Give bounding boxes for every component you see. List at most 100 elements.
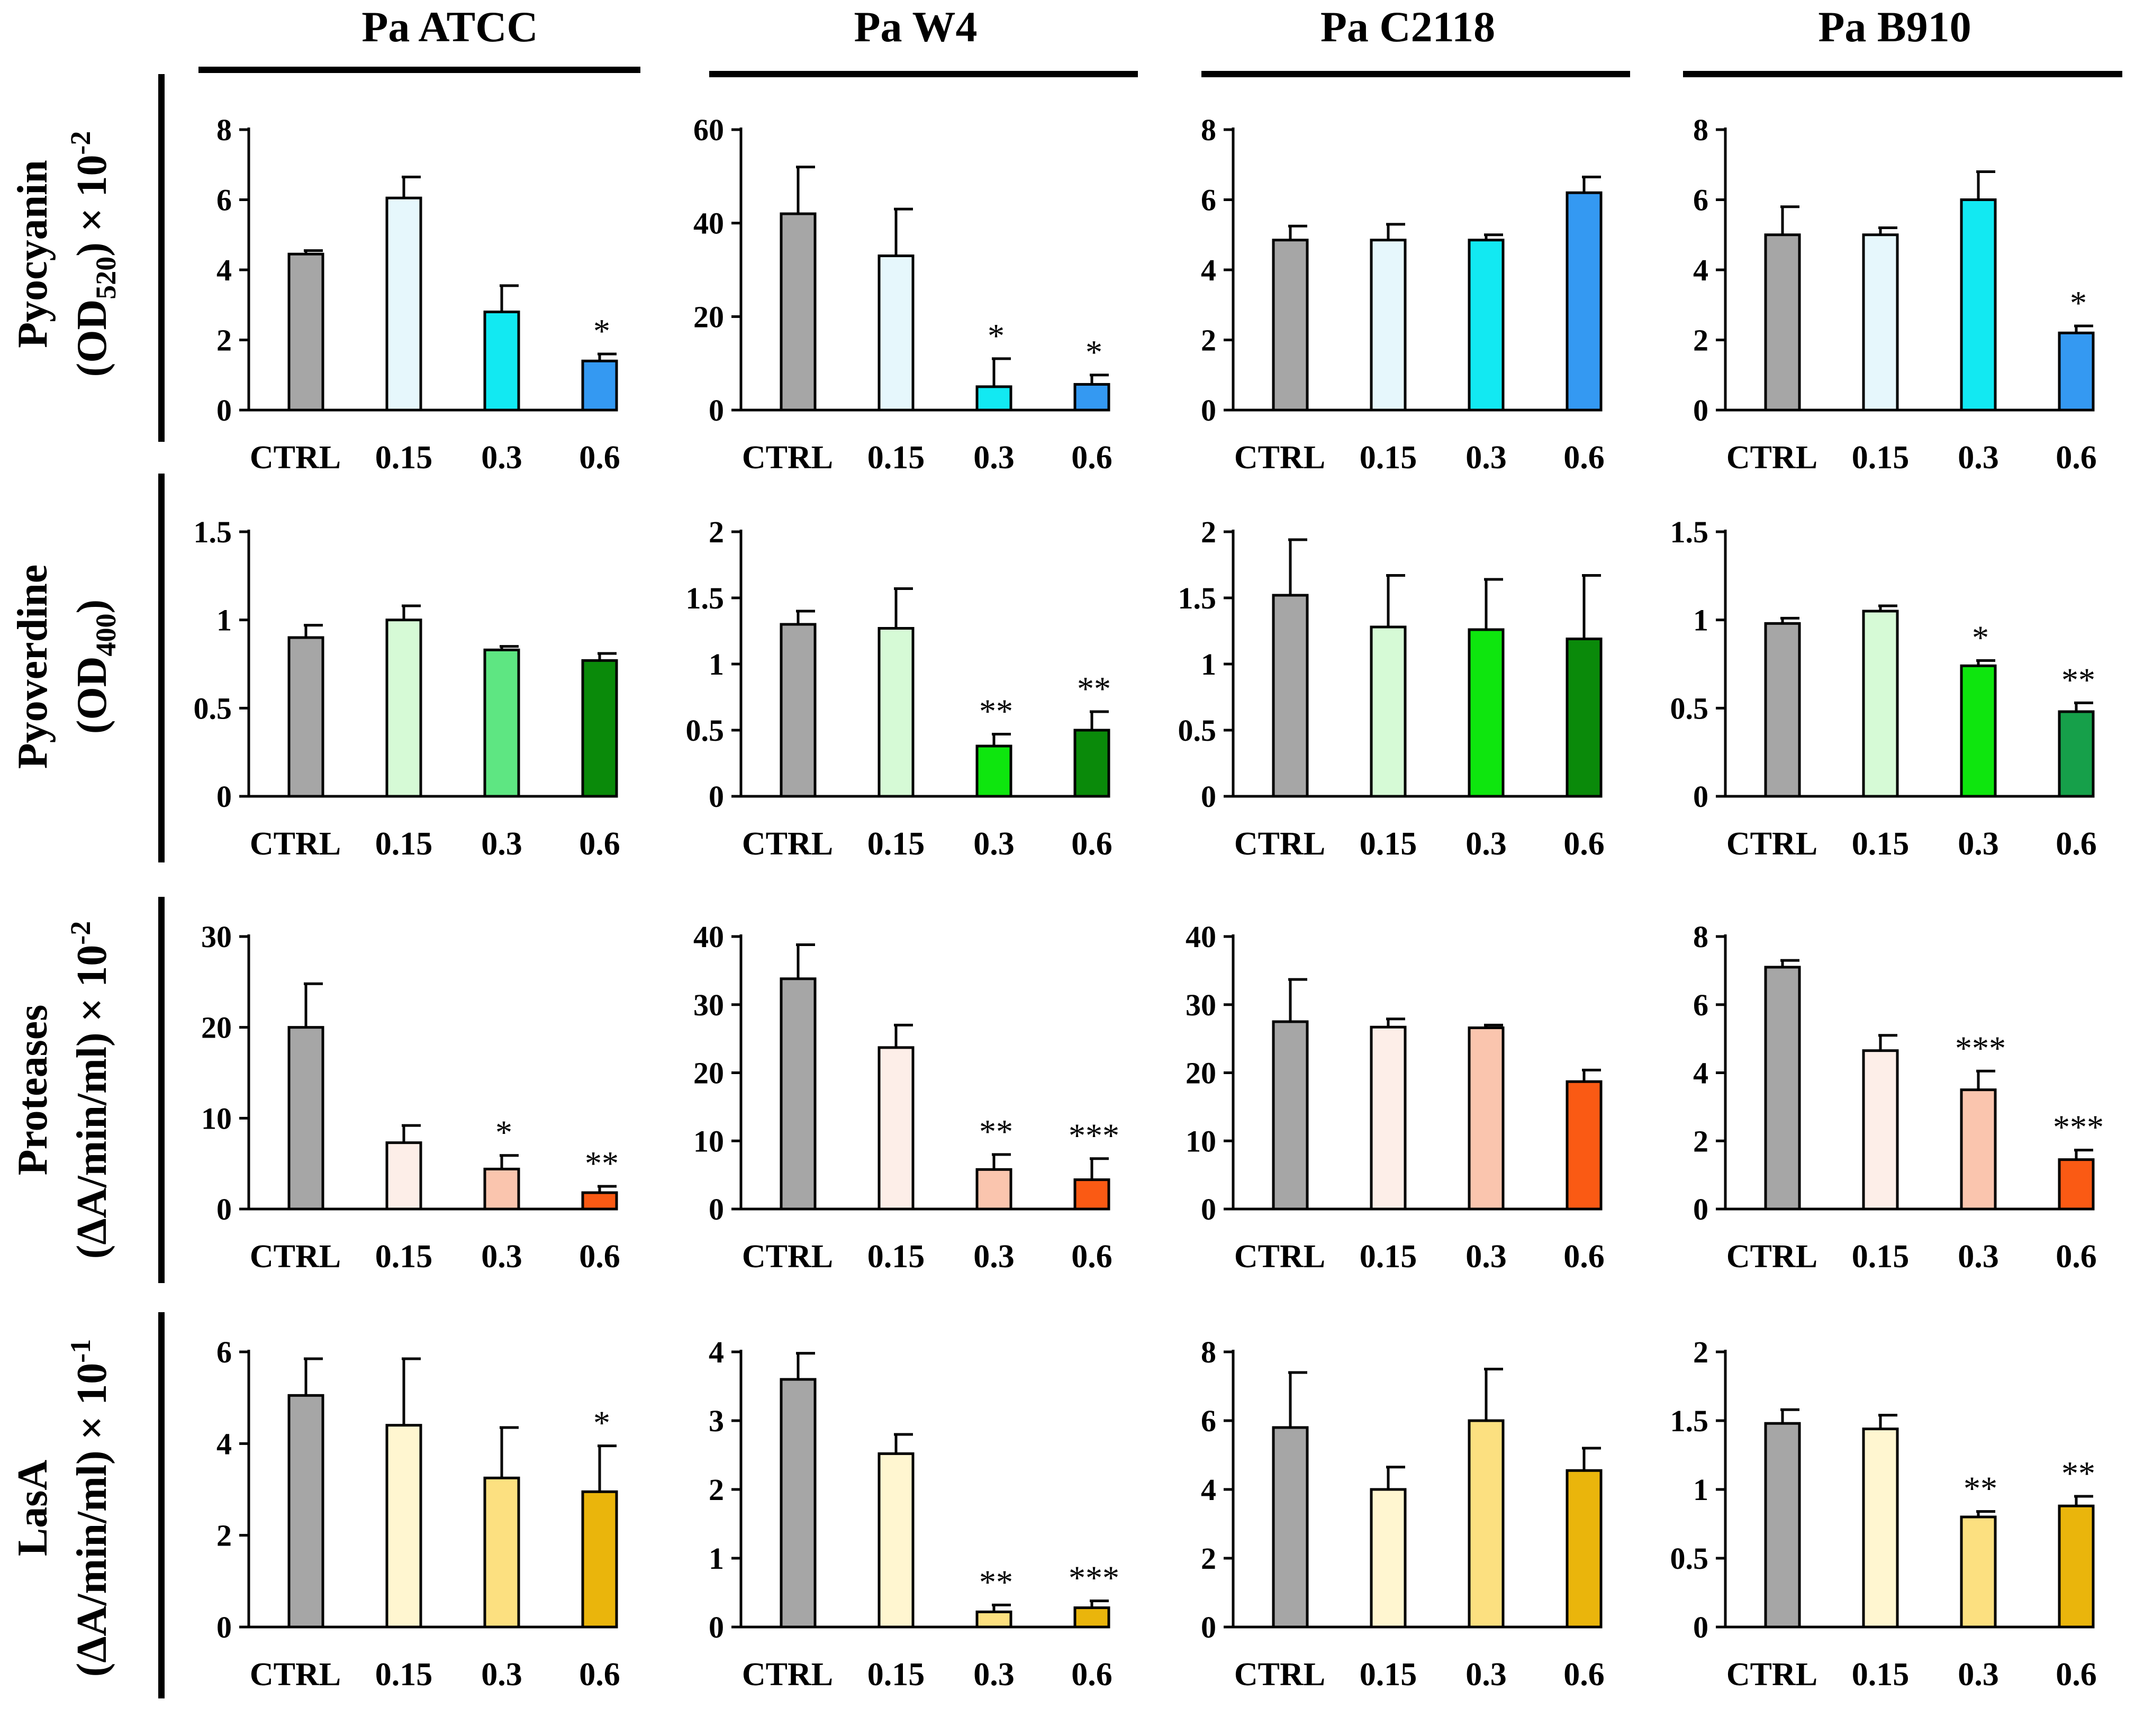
x-category-label: 0.6	[1071, 1657, 1112, 1693]
bar-0.3	[1960, 664, 1997, 798]
bar-0.6	[581, 1490, 618, 1629]
x-category-label: 0.3	[1465, 1239, 1507, 1275]
y-tick-label: 6	[1201, 183, 1216, 217]
bar-0.15	[385, 1141, 422, 1211]
x-category-label: CTRL	[1234, 1239, 1325, 1275]
bar-0.15	[385, 1424, 422, 1629]
x-category-label: 0.6	[1071, 826, 1112, 862]
y-tick-label: 2	[709, 1473, 724, 1507]
panel-r0-c0: 0 2 4 6 8 CTRL 0.15 0.3 * 0.6	[216, 113, 620, 476]
significance-marker: *	[1972, 619, 1989, 656]
x-category-label: 0.15	[1852, 826, 1910, 862]
significance-marker: **	[979, 1563, 1013, 1601]
y-tick-label: 8	[1201, 1335, 1216, 1369]
x-category-label: CTRL	[1234, 440, 1325, 476]
x-category-label: 0.3	[1465, 1657, 1507, 1693]
y-tick-label: 2	[1693, 1335, 1708, 1369]
panel-r3-c3: 0 0.5 1 1.5 2 CTRL 0.15 ** 0.3 ** 0.6	[1670, 1335, 2097, 1693]
y-tick-label: 20	[693, 299, 724, 334]
x-category-label: 0.15	[867, 826, 925, 862]
panel-r0-c3: 0 2 4 6 8 CTRL 0.15 0.3 * 0.6	[1693, 113, 2097, 476]
y-tick-label: 8	[1693, 920, 1708, 954]
bar-0.3	[483, 1167, 520, 1211]
significance-marker: ***	[1069, 1117, 1119, 1155]
y-tick-label: 0	[1201, 393, 1216, 428]
y-tick-label: 1.5	[1178, 581, 1217, 615]
y-tick-label: 0.5	[1178, 713, 1217, 748]
bar-CTRL	[780, 623, 817, 798]
x-category-label: 0.6	[579, 826, 620, 862]
row-label-proteases: Proteases	[10, 1005, 56, 1176]
bar-0.3	[1960, 1515, 1997, 1629]
bar-CTRL	[780, 212, 817, 412]
column-headers: Pa ATCC Pa W4 Pa C2118 Pa B910	[198, 3, 2122, 77]
y-tick-label: 3	[709, 1404, 724, 1438]
x-category-label: 0.15	[1360, 1657, 1417, 1693]
x-category-label: 0.15	[867, 1239, 925, 1275]
bar-CTRL	[1764, 966, 1801, 1211]
x-category-label: 0.6	[579, 440, 620, 476]
bar-0.3	[1960, 198, 1997, 412]
x-category-label: 0.3	[1958, 440, 1999, 476]
y-tick-label: 0.5	[686, 713, 725, 748]
x-category-label: 0.15	[1852, 1657, 1910, 1693]
x-category-label: CTRL	[1726, 826, 1817, 862]
x-category-label: 0.15	[1360, 826, 1417, 862]
significance-marker: *	[1085, 333, 1102, 371]
bar-0.6	[1566, 1469, 1603, 1629]
y-tick-label: 1	[1201, 647, 1216, 681]
y-tick-label: 0.5	[1670, 1541, 1709, 1576]
bar-0.6	[581, 659, 618, 798]
bar-0.3	[1468, 1026, 1505, 1211]
row-label-proteases-units: (ΔA/min/ml) × 10-2	[65, 921, 115, 1259]
x-category-label: 0.3	[481, 1239, 522, 1275]
y-tick-label: 30	[1186, 988, 1216, 1022]
units-superscript: -2	[65, 131, 96, 155]
y-tick-label: 0	[1693, 779, 1708, 814]
x-category-label: 0.6	[2056, 826, 2097, 862]
y-tick-label: 10	[201, 1101, 232, 1135]
panel-r1-c3: 0 0.5 1 1.5 CTRL 0.15 * 0.3 ** 0.6	[1670, 515, 2097, 862]
y-tick-label: 1	[709, 1541, 724, 1576]
y-tick-label: 6	[216, 183, 232, 217]
y-tick-label: 6	[1201, 1404, 1216, 1438]
panel-r3-c2: 0 2 4 6 8 CTRL 0.15 0.3 0.6	[1201, 1335, 1605, 1693]
panel-r1-c0: 0 0.5 1 1.5 CTRL 0.15 0.3 0.6	[194, 515, 620, 862]
significance-marker: **	[979, 693, 1013, 730]
bar-0.15	[1862, 1049, 1899, 1211]
bar-0.6	[2058, 331, 2095, 412]
x-category-label: 0.15	[375, 440, 433, 476]
y-tick-label: 0	[709, 1192, 724, 1226]
y-tick-label: 2	[216, 323, 232, 358]
y-tick-label: 8	[1201, 113, 1216, 147]
x-category-label: 0.15	[1360, 440, 1417, 476]
x-category-label: 0.6	[579, 1239, 620, 1275]
bar-0.6	[2058, 710, 2095, 798]
significance-marker: *	[593, 1404, 610, 1442]
row-label-pyocyanin-units: (OD520) × 10-2	[65, 131, 122, 377]
x-category-label: 0.6	[2056, 1239, 2097, 1275]
bar-0.3	[483, 1476, 520, 1629]
bar-CTRL	[287, 1394, 324, 1629]
y-tick-label: 60	[693, 113, 724, 147]
y-tick-label: 10	[1186, 1124, 1216, 1158]
x-category-label: CTRL	[250, 440, 341, 476]
row-labels: Pyocyanin (OD520) × 10-2 Pyoverdine (OD4…	[10, 74, 165, 1698]
column-title-pa-w4: Pa W4	[854, 3, 977, 51]
y-tick-label: 0	[216, 1192, 232, 1226]
bar-0.3	[975, 744, 1012, 798]
x-category-label: 0.3	[1958, 1239, 1999, 1275]
significance-marker: ***	[1955, 1029, 2006, 1067]
x-category-label: CTRL	[1726, 1657, 1817, 1693]
row-label-lasa: LasA	[10, 1460, 56, 1556]
units-part: (ΔA/min/ml) × 10	[69, 1363, 115, 1677]
y-tick-label: 2	[1201, 515, 1216, 549]
bar-0.3	[975, 1610, 1012, 1629]
y-tick-label: 20	[201, 1011, 232, 1045]
x-category-label: 0.6	[1071, 1239, 1112, 1275]
y-tick-label: 1.5	[194, 515, 232, 549]
significance-marker: **	[1077, 670, 1111, 707]
y-tick-label: 0	[1201, 1192, 1216, 1226]
y-tick-label: 4	[1201, 1473, 1216, 1507]
x-category-label: 0.3	[1958, 1657, 1999, 1693]
